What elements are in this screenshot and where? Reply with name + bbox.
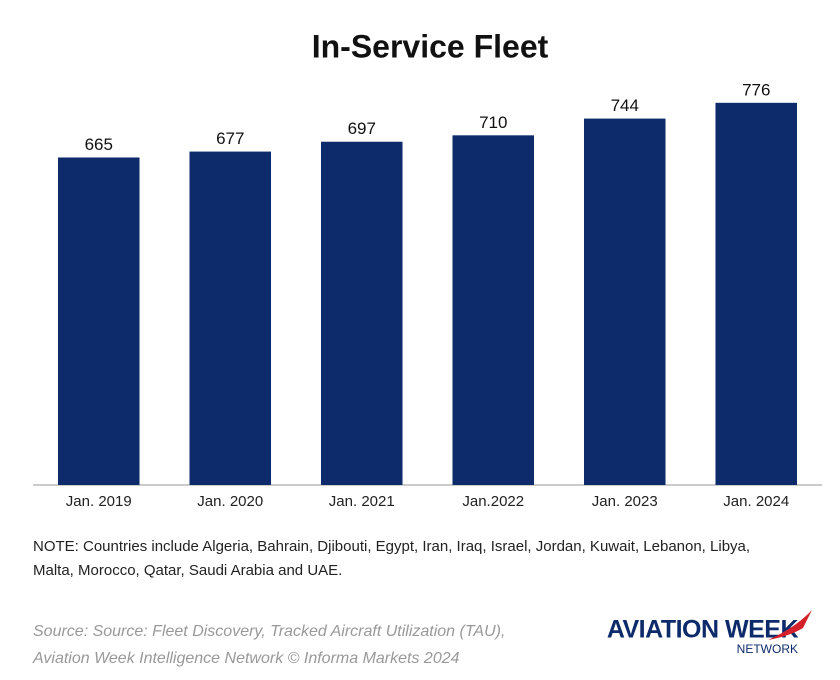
bar: [189, 151, 272, 485]
bar: [583, 118, 666, 485]
value-label: 677: [216, 129, 244, 148]
x-tick-label: Jan. 2019: [66, 493, 132, 510]
value-label: 665: [85, 135, 113, 154]
x-tick-label: Jan. 2024: [723, 493, 789, 510]
x-tick-label: Jan.2022: [462, 493, 524, 510]
note-line: NOTE: Countries include Algeria, Bahrain…: [33, 538, 750, 555]
logo-name: AVIATION WEEK: [607, 616, 799, 644]
value-label: 744: [611, 96, 639, 115]
chart-title: In-Service Fleet: [312, 28, 549, 64]
logo-swoosh: [768, 610, 812, 640]
note-line: Malta, Morocco, Qatar, Saudi Arabia and …: [33, 562, 342, 579]
value-label: 710: [479, 113, 507, 132]
x-tick-label: Jan. 2020: [197, 493, 263, 510]
value-label: 697: [348, 119, 376, 138]
bar: [57, 157, 140, 486]
source-line: Aviation Week Intelligence Network © Inf…: [32, 650, 460, 667]
value-label: 776: [742, 80, 770, 99]
bar: [715, 102, 798, 485]
source-line: Source: Source: Fleet Discovery, Tracked…: [33, 623, 505, 640]
logo-sub: NETWORK: [737, 642, 798, 656]
x-tick-label: Jan. 2023: [592, 493, 658, 510]
x-tick-label: Jan. 2021: [329, 493, 395, 510]
bar: [452, 135, 535, 485]
bar: [320, 141, 403, 486]
